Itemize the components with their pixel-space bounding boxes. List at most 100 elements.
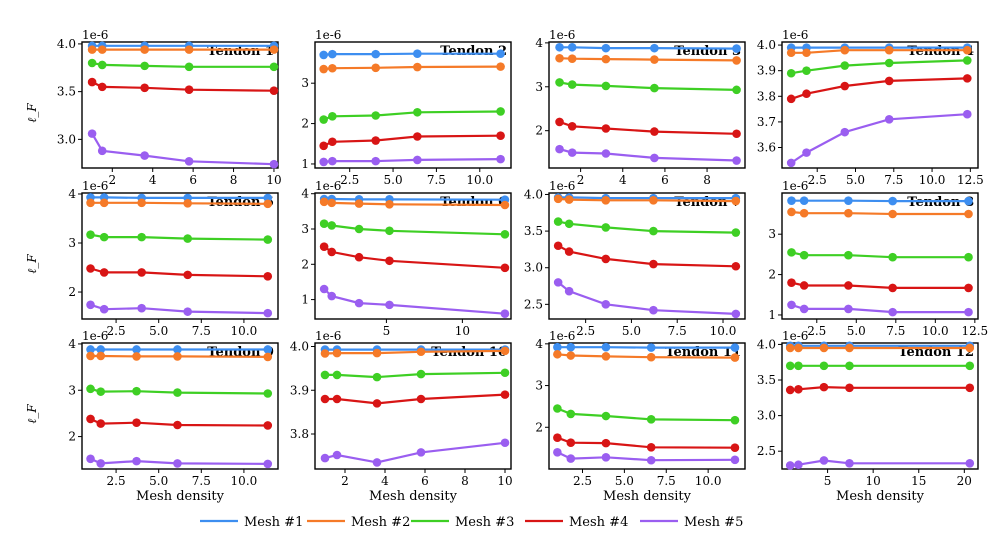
data-point-mesh-5 <box>86 454 95 464</box>
data-point-mesh-4 <box>884 76 894 86</box>
panel-title: Tendon 8 <box>907 195 974 210</box>
data-point-mesh-4 <box>965 383 975 393</box>
x-tick-label: 4 <box>619 173 627 187</box>
series-line-mesh-3 <box>91 61 274 68</box>
plot-frame <box>781 192 979 320</box>
data-point-mesh-3 <box>184 62 194 72</box>
data-point-mesh-5 <box>888 307 897 317</box>
data-point-mesh-3 <box>650 83 659 93</box>
data-point-mesh-5 <box>327 291 337 301</box>
data-point-mesh-1 <box>601 43 611 53</box>
y-tick-label: 3.9 <box>290 383 309 397</box>
y-axis-label: ℓ_F <box>25 254 39 274</box>
panels-layer: 1e-6 Tendon 1 2 4 6 8 10 3.0 3.5 4.0 ℓ_F 1e-6 Tendon… <box>25 28 988 504</box>
plot-frame <box>548 192 746 320</box>
x-tick-label: 5.0 <box>149 324 168 338</box>
sci-multiplier: 1e-6 <box>549 179 575 193</box>
panel-tendon-1: 1e-6 Tendon 1 2 4 6 8 10 3.0 3.5 4.0 ℓ_F <box>25 28 282 187</box>
data-point-mesh-4 <box>646 443 656 452</box>
data-point-mesh-2 <box>354 199 364 208</box>
data-point-mesh-2 <box>845 343 854 353</box>
data-point-mesh-3 <box>962 56 972 65</box>
sci-multiplier: 1e-6 <box>549 329 575 343</box>
x-tick-label: 10.0 <box>466 173 493 187</box>
legend-item-mesh-5: Mesh #5 <box>640 515 743 530</box>
series-line-mesh-4 <box>323 245 505 269</box>
data-point-mesh-3 <box>732 85 741 95</box>
data-point-mesh-3 <box>496 107 505 116</box>
data-point-mesh-4 <box>730 443 740 453</box>
data-point-mesh-5 <box>263 308 273 318</box>
x-axis-label: Mesh density <box>836 489 925 504</box>
x-tick-label: 5.0 <box>384 173 403 187</box>
data-point-mesh-2 <box>649 196 658 205</box>
data-point-mesh-4 <box>553 433 562 443</box>
data-point-mesh-5 <box>413 155 422 165</box>
data-point-mesh-5 <box>964 307 973 317</box>
data-point-mesh-2 <box>787 207 796 217</box>
data-point-mesh-1 <box>730 343 740 352</box>
data-point-mesh-4 <box>97 82 107 92</box>
data-point-mesh-2 <box>965 343 975 353</box>
y-tick-label: 3.5 <box>757 373 776 387</box>
data-point-mesh-2 <box>86 198 95 208</box>
series-line-mesh-3 <box>90 233 268 241</box>
sci-multiplier: 1e-6 <box>82 179 108 193</box>
data-point-mesh-3 <box>601 223 611 232</box>
data-point-mesh-3 <box>785 361 795 371</box>
data-point-mesh-2 <box>799 208 809 218</box>
x-tick-label: 8 <box>230 173 238 187</box>
x-tick-label: 6 <box>421 474 429 488</box>
data-point-mesh-2 <box>269 45 279 54</box>
data-point-mesh-2 <box>96 351 106 361</box>
data-point-mesh-2 <box>785 343 795 353</box>
data-point-mesh-2 <box>553 194 563 204</box>
data-point-mesh-3 <box>649 226 658 236</box>
data-point-mesh-4 <box>649 259 658 269</box>
y-tick-label: 2 <box>68 285 76 299</box>
data-point-mesh-2 <box>786 48 796 58</box>
data-point-mesh-4 <box>371 136 381 145</box>
data-point-mesh-4 <box>786 94 796 104</box>
data-point-mesh-5 <box>132 456 141 466</box>
data-point-mesh-3 <box>413 107 422 117</box>
data-point-mesh-3 <box>787 248 796 257</box>
data-point-mesh-3 <box>320 370 330 380</box>
data-point-mesh-2 <box>372 348 382 358</box>
data-point-mesh-1 <box>371 49 381 59</box>
x-tick-label: 15 <box>911 474 926 488</box>
data-point-mesh-2 <box>601 196 611 205</box>
x-tick-label: 20 <box>957 474 972 488</box>
series-line-mesh-2 <box>90 201 268 205</box>
data-point-mesh-5 <box>319 157 328 167</box>
data-point-mesh-3 <box>137 232 146 242</box>
data-point-mesh-1 <box>601 342 611 352</box>
y-tick-label: 1 <box>301 293 309 307</box>
data-point-mesh-4 <box>732 129 741 139</box>
data-point-mesh-5 <box>320 453 330 463</box>
plot-frame <box>81 192 279 320</box>
data-point-mesh-3 <box>601 411 611 421</box>
data-point-mesh-1 <box>86 345 95 354</box>
data-point-mesh-3 <box>371 111 381 120</box>
y-tick-label: 3.0 <box>57 132 76 146</box>
data-point-mesh-3 <box>731 228 741 237</box>
data-point-mesh-2 <box>320 349 330 358</box>
data-point-mesh-1 <box>319 50 328 60</box>
data-point-mesh-4 <box>601 124 611 133</box>
x-tick-label: 7.5 <box>657 474 676 488</box>
data-point-mesh-3 <box>328 112 337 121</box>
data-point-mesh-3 <box>601 81 611 91</box>
panel-title: Tendon 1 <box>207 44 274 59</box>
y-tick-label: 3.0 <box>757 409 776 423</box>
data-point-mesh-4 <box>173 420 182 430</box>
data-point-mesh-3 <box>416 369 426 379</box>
data-point-mesh-3 <box>884 58 894 68</box>
legend-label: Mesh #1 <box>244 515 303 530</box>
data-point-mesh-4 <box>413 132 422 141</box>
data-point-mesh-4 <box>263 421 273 430</box>
data-point-mesh-5 <box>566 454 576 463</box>
data-point-mesh-2 <box>327 198 337 208</box>
